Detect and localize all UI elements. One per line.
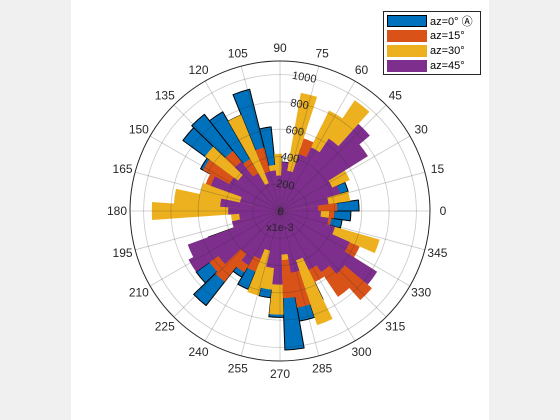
theta-tick-label-90: 90 — [273, 41, 287, 55]
grid-circle-800 — [170, 101, 390, 321]
grid-circle-1000 — [143, 74, 417, 348]
grid-spoke-225 — [173, 210, 281, 318]
outer-circle — [129, 60, 431, 362]
sectors-layer — [151, 88, 380, 351]
r-tick-label-200: 200 — [275, 178, 295, 193]
r-scale-label: x1e-3 — [266, 222, 294, 234]
theta-tick-label-345: 345 — [427, 246, 447, 260]
grid-spoke-75 — [279, 66, 320, 212]
theta-tick-label-75: 75 — [316, 47, 330, 61]
grid-spoke-150 — [149, 135, 281, 212]
grid-spoke-195 — [135, 210, 281, 251]
grid-spoke-255 — [240, 210, 281, 356]
theta-tick-label-0: 0 — [440, 204, 447, 218]
r-tick-label-0: 0 — [276, 206, 284, 219]
grid-spoke-60 — [279, 80, 356, 212]
theta-tick-label-315: 315 — [385, 319, 405, 333]
legend-item-az30: az=30° — [384, 43, 480, 58]
theta-tick-label-300: 300 — [351, 345, 371, 359]
theta-tick-label-180: 180 — [107, 204, 127, 218]
theta-tick-label-225: 225 — [155, 319, 175, 333]
grid-spoke-240 — [204, 210, 281, 342]
legend-swatch-az45 — [387, 59, 427, 72]
theta-tick-label-60: 60 — [355, 63, 369, 77]
grid-spoke-105 — [240, 66, 281, 212]
series-az45 — [187, 123, 378, 285]
grid-spoke-165 — [135, 171, 281, 212]
grid-spoke-30 — [279, 135, 411, 212]
grid-spoke-135 — [173, 104, 281, 212]
theta-tick-label-240: 240 — [188, 345, 208, 359]
grid-spoke-345 — [279, 210, 425, 251]
theta-tick-label-195: 195 — [113, 246, 133, 260]
legend-swatch-az0 — [387, 14, 427, 27]
r-tick-label-1000: 1000 — [291, 70, 317, 86]
grid-spoke-45 — [279, 104, 387, 212]
theta-tick-label-30: 30 — [414, 123, 428, 137]
grid-spoke-300 — [279, 210, 356, 342]
legend-swatch-az15 — [387, 29, 427, 42]
grid-spoke-210 — [149, 210, 281, 287]
series-shape-az45 — [187, 123, 378, 285]
legend-swatch-az30 — [387, 44, 427, 57]
theta-tick-label-285: 285 — [312, 361, 332, 375]
r-tick-label-600: 600 — [285, 124, 305, 139]
theta-tick-label-105: 105 — [228, 47, 248, 61]
grid-spoke-315 — [279, 210, 387, 318]
grid-spoke-15 — [279, 171, 425, 212]
theta-tick-label-210: 210 — [129, 286, 149, 300]
legend-label-az0: az=0° Ⓐ — [430, 15, 473, 28]
tick-labels: 0 15 30 45 60 75 90 105 120 135 150 165 180 195 210 225… — [107, 41, 448, 381]
grid-circle-200 — [252, 183, 308, 239]
legend-label-az30: az=30° — [430, 44, 465, 57]
theta-tick-label-45: 45 — [389, 89, 403, 103]
theta-tick-label-255: 255 — [228, 361, 248, 375]
legend-label-az45: az=45° — [430, 59, 465, 72]
theta-tick-label-135: 135 — [155, 89, 175, 103]
legend-label-az15: az=15° — [430, 29, 465, 42]
grid-spoke-120 — [204, 80, 281, 212]
legend-item-az15: az=15° — [384, 28, 480, 43]
legend-item-az45: az=45° — [384, 58, 480, 73]
theta-tick-label-165: 165 — [113, 162, 133, 176]
grid-spoke-330 — [279, 210, 411, 287]
grid-circle-600 — [197, 128, 363, 294]
theta-tick-label-15: 15 — [431, 162, 445, 176]
legend-item-az0: az=0° Ⓐ — [384, 13, 480, 28]
r-tick-label-800: 800 — [289, 97, 309, 112]
theta-tick-label-120: 120 — [188, 63, 208, 77]
theta-tick-label-270: 270 — [270, 367, 290, 381]
grid-circle-400 — [225, 156, 335, 266]
legend: az=0° Ⓐ az=15° az=30° az=45° — [383, 11, 481, 75]
r-tick-label-400: 400 — [280, 151, 300, 166]
theta-tick-label-150: 150 — [129, 123, 149, 137]
theta-tick-label-330: 330 — [411, 286, 431, 300]
grid-spoke-285 — [279, 210, 320, 356]
polar-grid — [129, 60, 431, 362]
